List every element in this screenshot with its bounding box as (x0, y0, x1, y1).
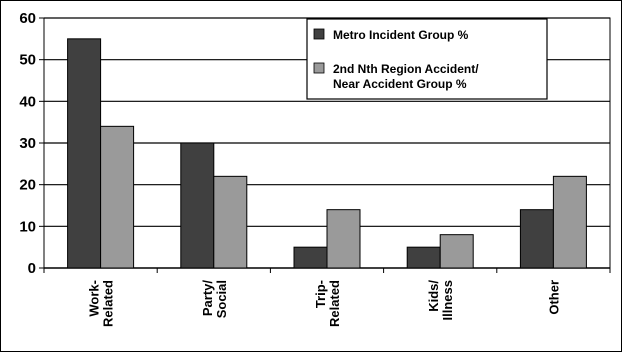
x-category-label: Other (546, 280, 561, 315)
y-tick-label: 50 (19, 52, 36, 69)
bar (519, 209, 554, 269)
bar (213, 175, 248, 269)
bar (552, 175, 587, 269)
bar (406, 246, 441, 269)
legend-swatch (313, 28, 325, 40)
bar (67, 38, 102, 269)
x-category-label: Kids/Illness (426, 280, 455, 321)
x-category-label-line: Work- (87, 280, 102, 317)
y-tick-label: 40 (19, 93, 36, 110)
x-category-label-line: Other (546, 280, 561, 315)
y-tick-label: 60 (19, 10, 36, 27)
y-tick-label: 10 (19, 218, 36, 235)
legend-label: Metro Incident Group % (333, 28, 469, 42)
legend-swatch (313, 62, 325, 74)
x-category-label-line: Party/ (200, 280, 215, 317)
bar (439, 234, 474, 269)
y-tick-label: 0 (28, 260, 36, 277)
bar (326, 209, 361, 269)
legend-label: 2nd Nth Region Accident/Near Accident Gr… (333, 62, 479, 91)
legend-box (306, 18, 548, 100)
legend-label-line: 2nd Nth Region Accident/ (333, 62, 479, 76)
y-tick-label: 20 (19, 177, 36, 194)
y-tick-label: 30 (19, 135, 36, 152)
bar (180, 142, 215, 269)
legend-label-line: Metro Incident Group % (333, 28, 469, 42)
x-category-label: Party/Social (200, 280, 229, 319)
bar (100, 125, 135, 269)
x-category-label-line: Trip- (313, 280, 328, 308)
x-category-label-line: Social (214, 280, 229, 318)
x-category-label-line: Kids/ (426, 280, 441, 312)
x-category-label: Trip-Related (313, 280, 342, 327)
bar (293, 246, 328, 269)
x-category-label-line: Related (327, 280, 342, 327)
x-category-label: Work-Related (87, 280, 116, 327)
legend-label-line: Near Accident Group % (333, 77, 467, 91)
x-category-label-line: Illness (440, 280, 455, 320)
x-category-label-line: Related (101, 280, 116, 327)
